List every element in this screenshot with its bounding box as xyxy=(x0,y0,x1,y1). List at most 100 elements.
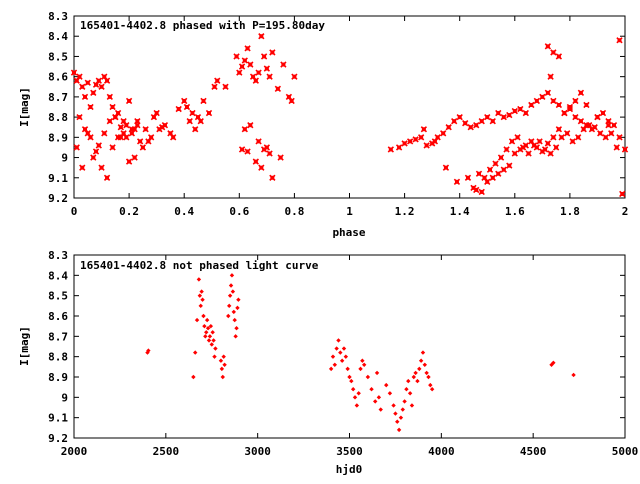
unphased-point xyxy=(204,317,210,323)
phased-point xyxy=(123,122,130,129)
phased-x-tick-label: 0.4 xyxy=(174,205,194,218)
unphased-point xyxy=(208,323,214,329)
phased-point xyxy=(87,103,94,111)
phased-point xyxy=(205,109,213,117)
unphased-point xyxy=(360,358,365,363)
phased-y-tick-label: 8.3 xyxy=(48,10,68,23)
unphased-point xyxy=(391,403,396,408)
phased-point xyxy=(517,105,524,113)
phased-point xyxy=(495,109,502,117)
unphased-point xyxy=(213,346,218,351)
unphased-point xyxy=(205,326,211,331)
unphased-point xyxy=(374,370,380,376)
phased-point xyxy=(258,33,265,40)
unphased-point xyxy=(193,350,198,355)
phased-point xyxy=(489,174,496,181)
phased-point xyxy=(158,124,166,131)
unphased-y-tick-label: 9.1 xyxy=(48,412,68,425)
phased-point xyxy=(84,79,91,86)
unphased-point xyxy=(196,277,202,282)
phased-point xyxy=(597,130,604,137)
phased-point xyxy=(134,117,141,125)
phased-point xyxy=(602,134,609,141)
phased-point xyxy=(484,113,491,121)
phased-point xyxy=(117,134,125,141)
phased-point xyxy=(506,162,513,169)
phased-point xyxy=(552,144,560,151)
phased-point xyxy=(566,103,574,111)
phased-point xyxy=(150,113,158,121)
unphased-point xyxy=(428,382,433,388)
unphased-y-tick-label: 8.3 xyxy=(48,249,68,262)
phased-point xyxy=(112,113,119,121)
phased-point xyxy=(183,103,191,111)
phased-x-tick-label: 0.2 xyxy=(119,205,139,218)
unphased-point xyxy=(202,323,207,329)
phased-point xyxy=(98,83,105,90)
unphased-point xyxy=(387,391,393,396)
phased-point xyxy=(95,142,102,149)
unphased-x-axis-label: hjd0 xyxy=(336,463,363,476)
phased-point xyxy=(285,93,293,101)
phased-point xyxy=(238,63,246,70)
phased-point xyxy=(473,122,480,129)
unphased-point xyxy=(207,334,213,339)
phased-point xyxy=(125,97,133,105)
phased-point xyxy=(528,101,535,109)
phased-point xyxy=(583,101,590,109)
unphased-point xyxy=(415,378,420,384)
unphased-point xyxy=(420,350,426,355)
phased-x-tick-label: 1.4 xyxy=(450,205,470,218)
phased-point xyxy=(563,130,571,137)
phased-point xyxy=(511,150,518,157)
phased-x-axis-label: phase xyxy=(332,226,365,239)
phased-point xyxy=(406,138,414,145)
unphased-point xyxy=(369,387,374,392)
phased-point xyxy=(484,178,491,185)
unphased-point xyxy=(220,374,225,380)
phased-point xyxy=(525,150,532,157)
phased-point xyxy=(464,174,472,181)
phased-point xyxy=(467,124,474,131)
unphased-y-tick-label: 8.4 xyxy=(48,269,68,282)
phased-point xyxy=(189,109,196,117)
unphased-point xyxy=(418,358,424,363)
phased-point xyxy=(197,117,204,125)
phased-point xyxy=(90,154,97,161)
unphased-point xyxy=(354,403,360,408)
phased-point xyxy=(139,144,147,151)
phased-point xyxy=(194,113,202,121)
phased-point xyxy=(274,85,282,92)
phased-point xyxy=(145,138,152,145)
phased-point xyxy=(92,148,100,155)
phased-point xyxy=(200,97,207,105)
phased-point xyxy=(147,134,155,141)
phased-point xyxy=(506,111,513,119)
unphased-point xyxy=(358,366,363,372)
phased-point xyxy=(90,89,97,97)
unphased-point xyxy=(339,358,345,363)
unphased-point xyxy=(571,372,576,378)
phased-point xyxy=(131,154,138,161)
unphased-point xyxy=(210,330,215,335)
unphased-point xyxy=(235,305,240,311)
unphased-point xyxy=(206,338,212,343)
unphased-point xyxy=(226,303,232,309)
phased-point xyxy=(103,77,111,84)
unphased-point xyxy=(398,415,404,420)
phased-point xyxy=(214,77,221,84)
phased-point xyxy=(517,146,524,153)
unphased-point xyxy=(341,346,347,351)
phased-point xyxy=(249,73,257,80)
phased-point xyxy=(252,77,259,84)
phased-point xyxy=(109,103,116,111)
phased-point xyxy=(233,53,240,60)
phased-point xyxy=(473,186,480,194)
phased-point xyxy=(114,109,122,117)
unphased-point xyxy=(365,374,371,380)
unphased-x-tick-label: 3000 xyxy=(244,445,271,458)
phased-point xyxy=(266,73,273,80)
unphased-point xyxy=(209,342,214,347)
unphased-y-tick-label: 8.8 xyxy=(48,351,68,364)
